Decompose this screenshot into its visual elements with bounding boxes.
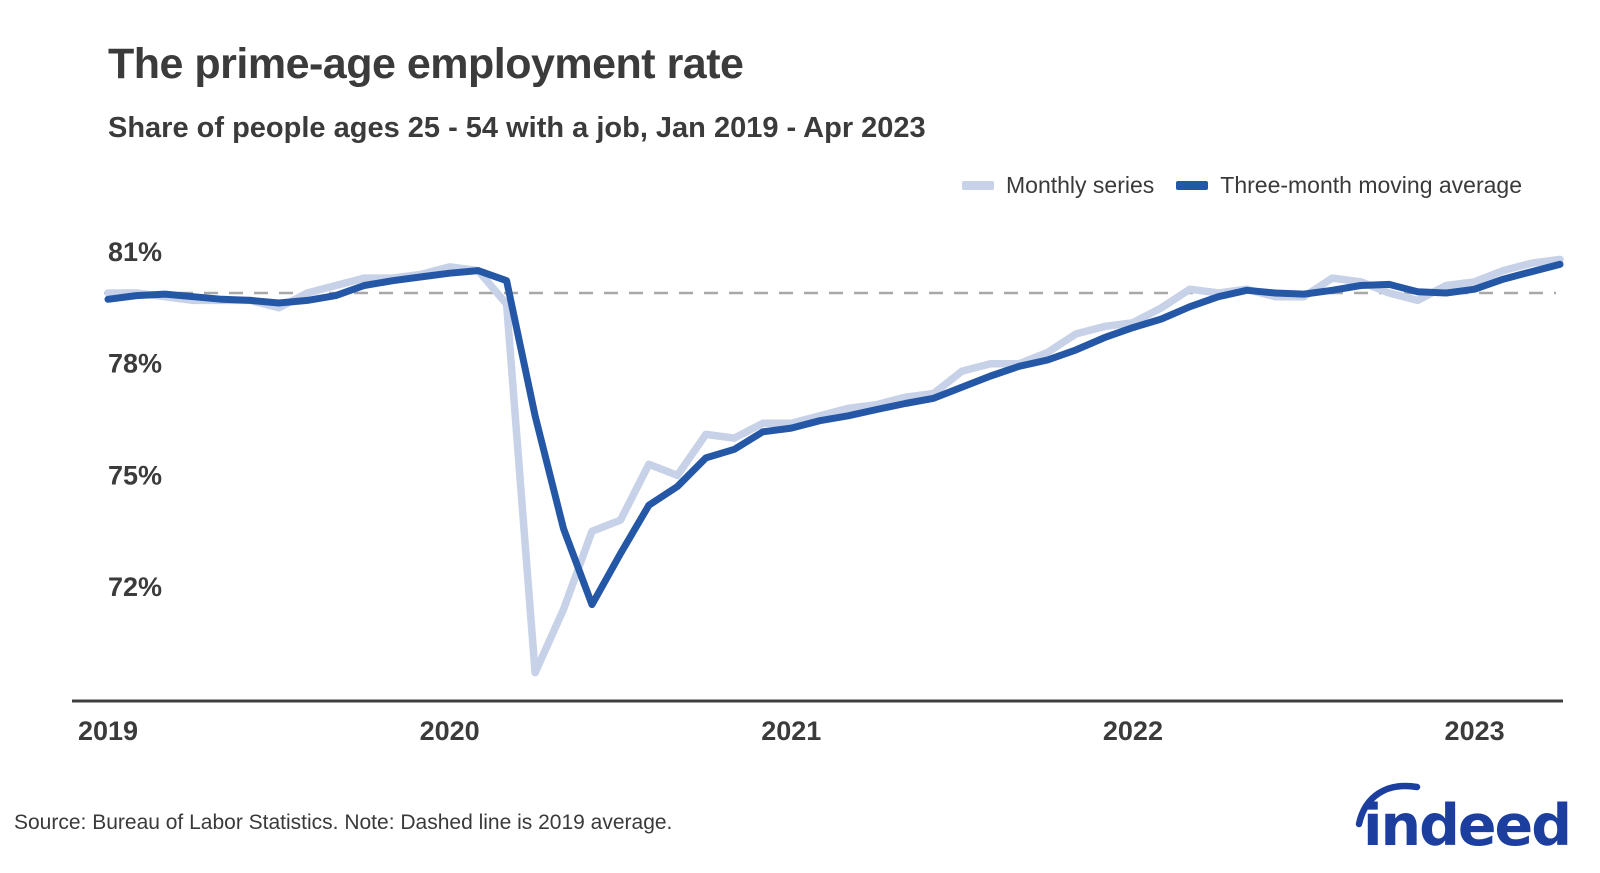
- x-tick-label: 2019: [78, 716, 138, 746]
- monthly-series-line: [104, 255, 1564, 677]
- moving-average-swatch-icon: [1176, 181, 1209, 190]
- monthly-series-swatch-icon: [962, 181, 994, 190]
- legend-item-moving-average: Three-month moving average: [1176, 172, 1522, 199]
- indeed-logo-text: indeed: [1362, 793, 1572, 859]
- line-chart: 81% 78% 75% 72% 2019 2020 2021 2022 2023: [72, 237, 1564, 746]
- y-tick-label: 81%: [108, 237, 162, 267]
- legend-item-monthly-series: Monthly series: [962, 172, 1154, 199]
- x-tick-label: 2023: [1445, 716, 1505, 746]
- moving-average-line: [104, 260, 1564, 609]
- y-tick-label: 78%: [108, 349, 162, 379]
- y-tick-label: 72%: [108, 572, 162, 602]
- legend: Monthly series Three-month moving averag…: [962, 172, 1522, 199]
- x-tick-label: 2022: [1103, 716, 1163, 746]
- legend-label-monthly-series: Monthly series: [1006, 172, 1155, 198]
- indeed-logo: indeed: [1355, 782, 1572, 859]
- page-title: The prime-age employment rate: [108, 40, 744, 88]
- y-tick-label: 75%: [108, 460, 162, 490]
- indeed-logo-swoosh-icon: [1355, 782, 1421, 828]
- legend-label-moving-average: Three-month moving average: [1220, 172, 1522, 198]
- page-subtitle: Share of people ages 25 - 54 with a job,…: [108, 112, 926, 144]
- source-note: Source: Bureau of Labor Statistics. Note…: [14, 811, 673, 834]
- x-tick-label: 2021: [761, 716, 821, 746]
- x-tick-label: 2020: [420, 716, 480, 746]
